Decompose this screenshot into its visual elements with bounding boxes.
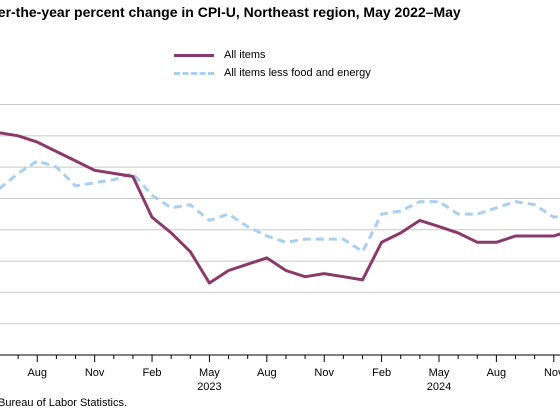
chart-legend: All items All items less food and energy: [174, 46, 371, 82]
x-tick-label: Aug: [257, 367, 277, 379]
series-line-core: [0, 159, 560, 254]
chart-title: ver-the-year percent change in CPI-U, No…: [0, 4, 461, 20]
legend-swatch-core: [174, 71, 214, 75]
x-tick-label: Nov: [314, 367, 334, 379]
x-tick-label: Nov: [544, 367, 560, 379]
source-note: Bureau of Labor Statistics.: [0, 397, 128, 409]
legend-swatch-all-items: [174, 53, 214, 57]
x-tick-label: May: [199, 367, 220, 379]
series-lines: [0, 131, 560, 285]
x-tick-label: Aug: [487, 367, 507, 379]
legend-entry-all-items: All items: [174, 46, 371, 64]
x-tick-label: Nov: [85, 367, 105, 379]
series-line-all-items: [0, 131, 560, 285]
legend-label-all-items: All items: [224, 49, 266, 61]
x-tick-label: Aug: [27, 367, 47, 379]
legend-entry-core: All items less food and energy: [174, 64, 371, 82]
legend-label-core: All items less food and energy: [224, 67, 371, 79]
x-year-label: 2023: [197, 381, 221, 393]
x-tick-label: May: [429, 367, 450, 379]
grid-lines: [0, 104, 560, 356]
x-tick-label: Feb: [143, 367, 162, 379]
x-axis-ticks: [17, 355, 555, 362]
x-year-label: 2024: [427, 381, 451, 393]
x-axis-labels: AugNovFebMayAugNovFebMayAugNovFe20232024: [27, 367, 560, 393]
x-tick-label: Feb: [372, 367, 391, 379]
